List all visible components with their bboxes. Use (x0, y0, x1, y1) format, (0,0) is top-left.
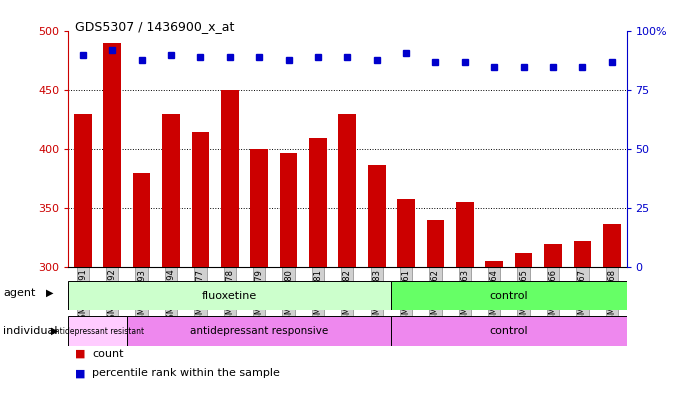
FancyBboxPatch shape (392, 316, 627, 346)
Text: antidepressant resistant: antidepressant resistant (50, 327, 144, 336)
Text: control: control (490, 291, 528, 301)
Bar (573, 241, 591, 267)
Text: antidepressant responsive: antidepressant responsive (190, 326, 328, 336)
Text: fluoxetine: fluoxetine (202, 291, 257, 301)
Bar (309, 138, 327, 267)
Bar (162, 114, 180, 267)
FancyBboxPatch shape (392, 281, 627, 310)
Text: control: control (490, 326, 528, 336)
Bar (191, 132, 209, 267)
Bar (133, 173, 151, 267)
FancyBboxPatch shape (127, 316, 392, 346)
Text: ■: ■ (75, 349, 85, 359)
Text: ■: ■ (75, 368, 85, 378)
FancyBboxPatch shape (68, 316, 127, 346)
Bar (251, 149, 268, 267)
Bar (368, 165, 385, 267)
Text: individual: individual (3, 326, 58, 336)
Text: percentile rank within the sample: percentile rank within the sample (92, 368, 280, 378)
Bar (603, 224, 620, 267)
Bar (515, 253, 533, 267)
Bar (397, 199, 415, 267)
Bar (486, 261, 503, 267)
Text: GDS5307 / 1436900_x_at: GDS5307 / 1436900_x_at (75, 20, 234, 33)
Bar (427, 220, 444, 267)
Text: ▶: ▶ (46, 288, 54, 298)
Bar (221, 90, 238, 267)
Text: ▶: ▶ (51, 326, 59, 336)
Text: count: count (92, 349, 123, 359)
Bar (104, 43, 121, 267)
Bar (280, 153, 298, 267)
Bar (74, 114, 92, 267)
FancyBboxPatch shape (68, 281, 392, 310)
Bar (544, 244, 562, 267)
Bar (456, 202, 474, 267)
Text: agent: agent (3, 288, 36, 298)
Bar (338, 114, 356, 267)
